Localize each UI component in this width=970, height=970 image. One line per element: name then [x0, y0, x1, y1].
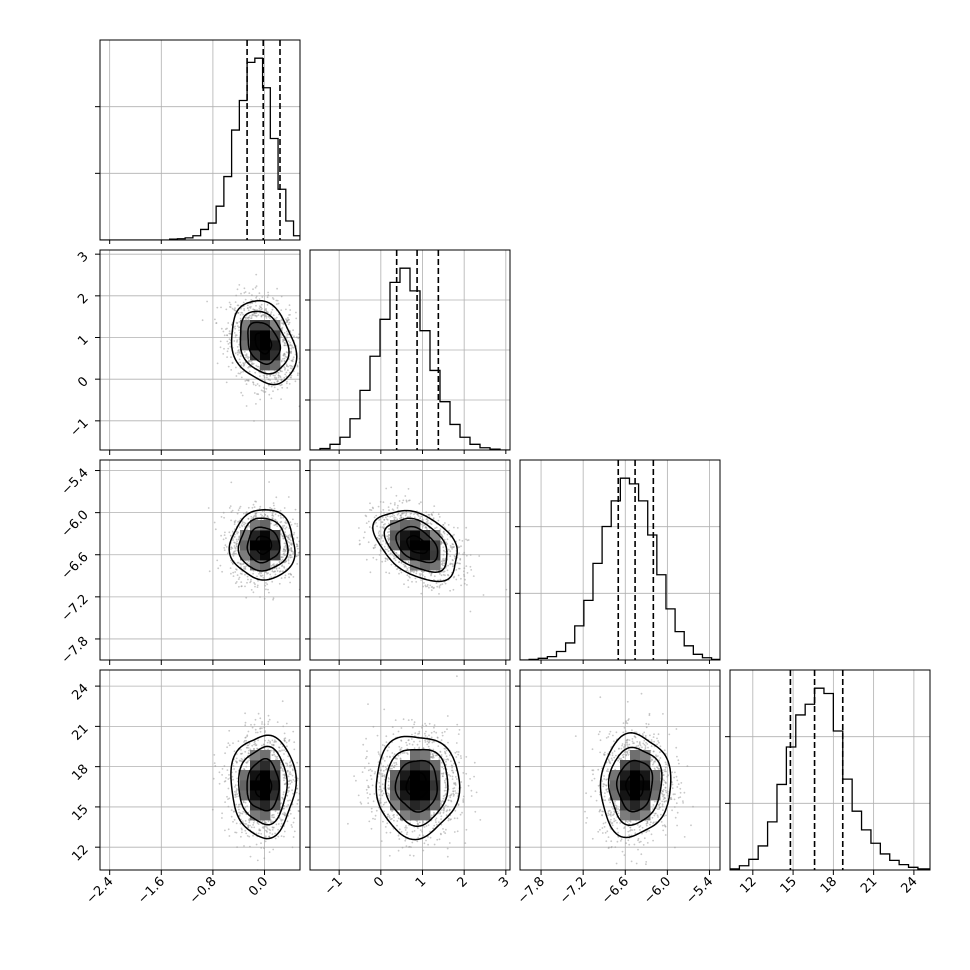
x-tick-label: 24	[898, 874, 920, 896]
y-tick-label: −7.2	[59, 592, 92, 625]
hist-panel-1	[305, 249, 511, 454]
x-tick-label: 0.0	[246, 874, 271, 899]
y-tick-label: 1	[75, 333, 91, 349]
contour-level-3	[230, 734, 298, 840]
panel-frame	[99, 249, 301, 451]
y-tick-label: 15	[69, 802, 91, 824]
contour-level-0	[624, 771, 645, 799]
scatter-content	[574, 692, 694, 866]
contour-level-3	[228, 509, 296, 581]
contour-level-1	[246, 526, 281, 564]
contour-level-3	[599, 732, 672, 839]
scatter-content	[358, 486, 508, 613]
scatter-content	[211, 700, 300, 870]
panel-frame	[99, 459, 301, 661]
hist-frame	[729, 669, 931, 871]
y-tick-label: 0	[75, 374, 91, 390]
scatter-panel-2-3	[515, 669, 721, 875]
contour-level-0	[254, 771, 273, 799]
contour-level-1	[246, 757, 281, 812]
x-tick-label: 1	[413, 874, 429, 890]
contour-level-2	[239, 310, 290, 375]
hist-frame	[99, 39, 301, 241]
panel-frame	[309, 669, 511, 871]
x-tick-label: 21	[858, 874, 880, 896]
x-tick-label: −5.4	[683, 874, 716, 907]
hist-panel-0	[95, 39, 301, 244]
scatter-content	[207, 481, 300, 601]
contour-level-2	[607, 746, 663, 826]
density-cells	[390, 750, 441, 821]
y-tick-label: −6.6	[59, 550, 92, 583]
contour-level-1	[615, 759, 654, 813]
scatter-points	[347, 675, 482, 858]
contour-level-2	[384, 748, 449, 828]
x-tick-label: 3	[496, 874, 512, 890]
panel-frame	[309, 459, 511, 661]
hist-step-line	[310, 267, 510, 450]
hist-panel-3	[725, 669, 931, 875]
y-tick-label: −7.8	[59, 634, 92, 667]
scatter-content	[347, 675, 482, 858]
contour-level-1	[395, 525, 439, 564]
contour-level-0	[405, 771, 429, 800]
y-tick-label: 2	[75, 291, 91, 307]
hist-step-line	[100, 57, 300, 240]
y-tick-label: 12	[69, 842, 91, 864]
scatter-panel-0-3	[95, 669, 301, 875]
x-tick-label: 0	[371, 874, 387, 890]
hist-frame	[309, 249, 511, 451]
panel-frame	[99, 669, 301, 871]
contour-level-2	[383, 517, 448, 573]
hist-step-line	[730, 687, 930, 870]
y-tick-label: −5.4	[59, 466, 92, 499]
x-tick-label: −0.8	[187, 874, 220, 907]
y-tick-label: 18	[69, 762, 91, 784]
scatter-panel-0-1	[95, 249, 301, 455]
x-tick-label: −2.4	[84, 874, 117, 907]
density-cells	[240, 750, 281, 821]
y-tick-label: −6.0	[59, 508, 92, 541]
hist-panel-2	[515, 459, 721, 664]
x-tick-label: 2	[455, 874, 471, 890]
x-tick-label: −6.6	[599, 874, 632, 907]
contour-level-1	[247, 321, 282, 365]
x-tick-label: −7.8	[515, 874, 548, 907]
contour-level-1	[394, 759, 438, 813]
hist-frame	[519, 459, 721, 661]
x-tick-label: 18	[818, 874, 840, 896]
contour-level-3	[372, 509, 458, 583]
x-tick-label: −7.2	[557, 874, 590, 907]
y-tick-label: 21	[69, 721, 91, 743]
scatter-panel-1-2	[305, 459, 511, 665]
x-tick-label: −6.0	[641, 874, 674, 907]
contour-level-0	[254, 535, 273, 555]
scatter-panel-0-2	[95, 459, 301, 665]
contour-level-0	[254, 332, 273, 355]
contour-level-2	[237, 745, 288, 826]
panel-frame	[519, 669, 721, 871]
scatter-content	[201, 273, 300, 422]
x-tick-label: 15	[778, 874, 800, 896]
contour-level-2	[237, 517, 289, 572]
scatter-panel-1-3	[305, 669, 511, 875]
x-tick-label: −1.6	[135, 874, 168, 907]
contour-level-3	[375, 735, 461, 841]
y-tick-label: 3	[75, 249, 91, 265]
x-tick-label: 12	[737, 874, 759, 896]
hist-step-line	[520, 477, 720, 660]
contour-level-0	[406, 534, 429, 555]
x-tick-label: −1	[322, 874, 346, 898]
y-tick-label: −1	[67, 416, 91, 440]
y-tick-label: 24	[69, 681, 91, 703]
contour-level-3	[230, 299, 298, 386]
